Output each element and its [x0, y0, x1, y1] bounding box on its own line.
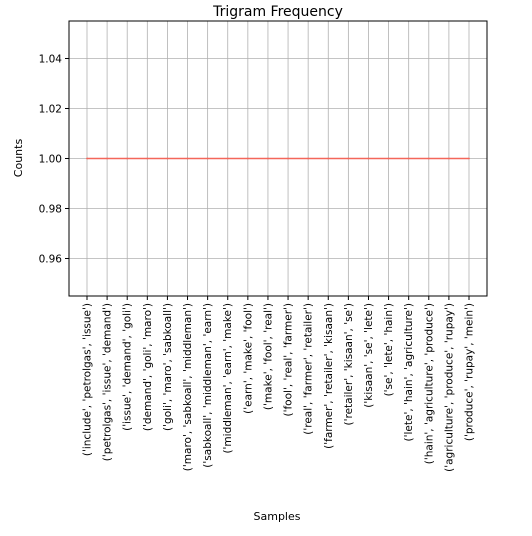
data-point [206, 157, 209, 160]
x-tick-label: ('earn', 'make', 'fool') [242, 303, 254, 414]
x-tick-label: ('lete', 'hain', 'agriculture') [403, 303, 415, 441]
data-point [327, 157, 330, 160]
x-tick-label: ('demand', 'goli', 'maro') [142, 303, 154, 431]
data-point [186, 157, 189, 160]
y-tick-label: 0.96 [39, 254, 63, 266]
data-point [246, 157, 249, 160]
series-layer [86, 157, 470, 160]
data-point [447, 157, 450, 160]
x-tick-label: ('fool', 'real', 'farmer') [283, 303, 295, 417]
x-tick-label: ('retailer', 'kisaan', 'se') [343, 303, 355, 426]
x-tick-layer: ('include', 'petrolgas', 'issue') ('petro… [82, 296, 476, 472]
plot-frame [68, 20, 488, 297]
data-point [166, 157, 169, 160]
x-tick-label: ('produce', 'rupay', 'mein') [464, 303, 476, 441]
data-point [407, 157, 410, 160]
y-tick-label: 1.02 [39, 104, 62, 116]
x-axis-label: Samples [254, 510, 301, 523]
y-tick-label: 1.04 [39, 54, 63, 66]
data-point [106, 157, 109, 160]
x-tick-label: ('middleman', 'earn', 'make') [222, 303, 234, 454]
x-tick-label: ('se', 'lete', 'hain') [383, 303, 395, 396]
data-point [86, 157, 88, 160]
x-tick-label: ('agriculture', 'produce', 'rupay') [443, 303, 455, 472]
x-tick-label: ('maro', 'sabkoall', 'middleman') [182, 303, 194, 471]
data-point [347, 157, 350, 160]
data-point [226, 157, 229, 160]
y-axis-label: Counts [12, 139, 25, 178]
x-tick-label: ('farmer', 'retailer', 'kisaan') [323, 303, 335, 449]
x-tick-label: ('include', 'petrolgas', 'issue') [82, 303, 94, 456]
data-point [367, 157, 370, 160]
data-point [146, 157, 149, 160]
data-point [468, 157, 470, 160]
data-point [287, 157, 289, 160]
y-tick-label: 1.00 [39, 154, 62, 166]
x-tick-label: ('kisaan', 'se', 'lete') [363, 303, 375, 408]
chart-title: Trigram Frequency [212, 4, 343, 20]
x-tick-label: ('real', 'farmer', 'retailer') [303, 303, 315, 435]
x-tick-label: ('petrolgas', 'issue', 'demand') [102, 303, 114, 461]
data-point [126, 157, 129, 160]
data-point [387, 157, 390, 160]
y-tick-layer: 0.96 0.98 1.00 1.02 1.04 [39, 54, 69, 266]
y-tick-label: 0.98 [39, 204, 62, 216]
data-point [267, 157, 269, 160]
x-tick-label: ('goli', 'maro', 'sabkoall') [162, 303, 174, 431]
x-tick-label: ('hain', 'agriculture', 'produce') [423, 303, 435, 464]
x-tick-label: ('issue', 'demand', 'goli') [122, 303, 134, 431]
x-tick-label: ('sabkoall', 'middleman', 'earn') [202, 303, 214, 468]
x-tick-label: ('make', 'fool', 'real') [262, 303, 274, 410]
data-point [427, 157, 430, 160]
data-point [307, 157, 310, 160]
